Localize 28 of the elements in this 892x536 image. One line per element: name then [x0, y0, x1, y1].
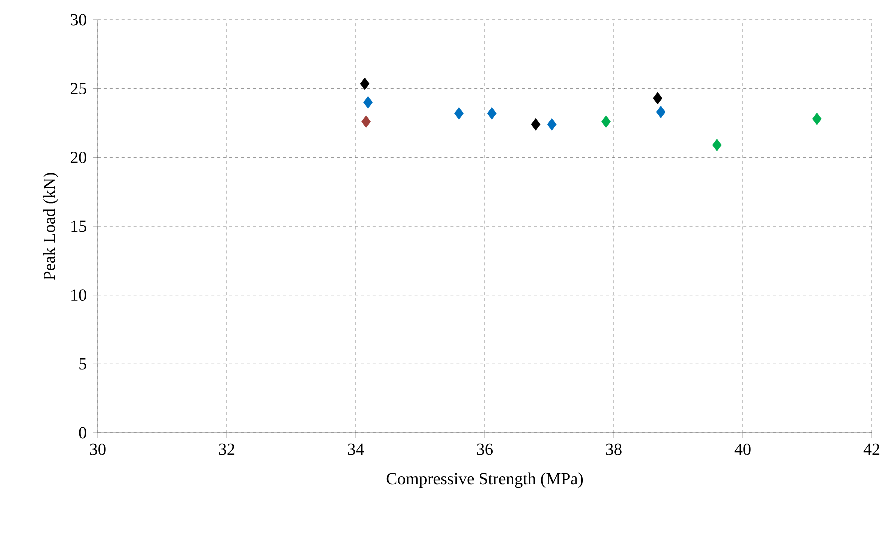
- x-tick-label: 38: [606, 444, 622, 456]
- y-tick-label: 15: [72, 220, 86, 232]
- point: [653, 92, 663, 105]
- point: [454, 107, 464, 120]
- x-tick-label: 32: [219, 444, 235, 456]
- x-tick-label: 40: [734, 444, 751, 456]
- x-tick-label: 36: [477, 444, 493, 456]
- point: [531, 118, 541, 131]
- y-tick-label: 30: [71, 14, 87, 26]
- point: [547, 118, 557, 131]
- y-axis-title: Peak Load (kN): [43, 173, 59, 280]
- y-tick-label: 0: [79, 427, 87, 439]
- point: [812, 112, 822, 126]
- y-tick-label: 20: [70, 152, 87, 164]
- y-tick-label: 25: [70, 83, 86, 95]
- point: [487, 107, 497, 120]
- y-tick-label: 10: [72, 290, 87, 302]
- x-axis-title: Compressive Strength (MPa): [386, 472, 584, 488]
- point: [362, 116, 372, 128]
- y-tick-label: 5: [80, 358, 86, 370]
- x-tick-label: 30: [90, 444, 106, 456]
- point: [364, 96, 373, 109]
- x-tick-label: 34: [348, 444, 364, 456]
- point: [712, 139, 722, 152]
- point: [656, 106, 666, 118]
- point: [602, 116, 611, 128]
- x-tick-label: 42: [864, 444, 880, 456]
- point: [360, 78, 370, 90]
